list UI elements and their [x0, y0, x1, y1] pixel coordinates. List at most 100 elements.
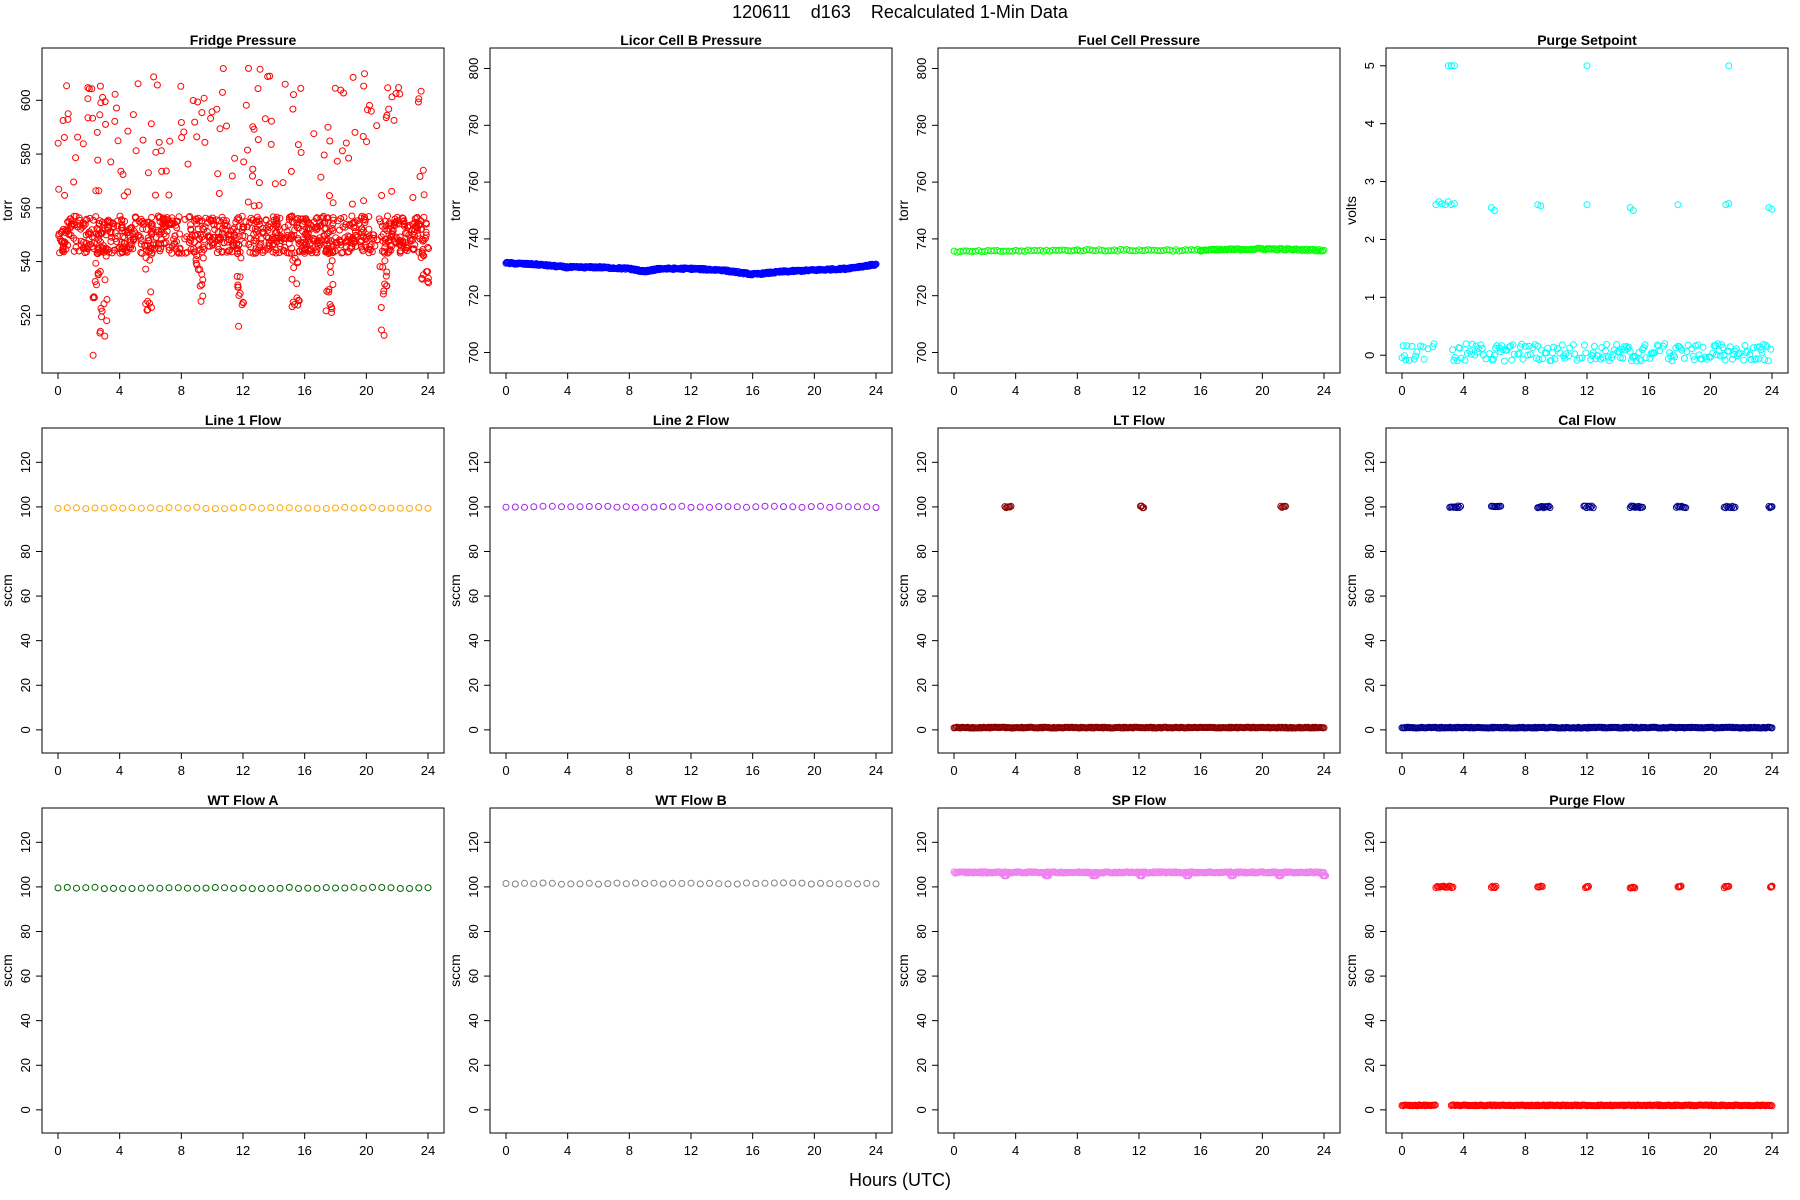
fridge-pressure-point: [289, 105, 297, 113]
fridge-pressure-point: [200, 94, 208, 102]
fridge-pressure-point: [214, 236, 222, 244]
purge-setpoint-point: [1535, 356, 1543, 363]
fridge-pressure-point: [358, 245, 366, 253]
fridge-pressure-point: [107, 158, 115, 166]
licor-cell-b-pressure-xtick-label: 24: [869, 383, 883, 398]
purge-setpoint-point: [1468, 340, 1476, 348]
purge-setpoint-point: [1508, 356, 1516, 364]
sp-flow-ytick-label: 60: [914, 969, 929, 983]
fridge-pressure-point: [380, 287, 388, 295]
fridge-pressure-point: [235, 322, 243, 330]
line-1-flow-ytick-label: 20: [18, 678, 33, 692]
licor-cell-b-pressure-ytick-label: 720: [466, 285, 481, 307]
fridge-pressure-point: [317, 173, 325, 181]
fridge-pressure-point: [373, 122, 381, 130]
fridge-pressure-point: [82, 231, 90, 239]
fuel-cell-pressure-xtick-label: 8: [1074, 383, 1081, 398]
purge-setpoint-point: [1699, 343, 1707, 351]
purge-setpoint-point: [1764, 357, 1772, 365]
fridge-pressure-panel: Fridge Pressure torr 0 4 8 12 16 20 24 520 540 560 5…: [0, 32, 445, 398]
cal-flow-point: [1639, 503, 1646, 511]
line-2-flow-point: [715, 503, 723, 511]
purge-flow-xtick-label: 16: [1641, 1143, 1655, 1158]
lt-flow-xtick-label: 20: [1255, 763, 1269, 778]
fridge-pressure-point: [241, 239, 248, 247]
fridge-pressure-point: [388, 187, 396, 195]
fridge-pressure-point: [250, 237, 258, 244]
fridge-pressure-point: [102, 252, 110, 260]
fridge-pressure-point: [103, 296, 111, 303]
sp-flow-point: [1185, 872, 1193, 880]
fridge-pressure-point: [362, 241, 370, 249]
fridge-pressure-point: [107, 228, 115, 236]
purge-setpoint-point: [1719, 344, 1727, 352]
line-1-flow-point: [174, 504, 182, 512]
fridge-pressure-point: [100, 300, 108, 308]
line-1-flow-point: [193, 503, 201, 511]
purge-setpoint-point: [1521, 342, 1529, 350]
line-2-flow-point: [558, 503, 565, 511]
fridge-pressure-point: [319, 214, 327, 222]
fridge-pressure-point: [338, 147, 346, 155]
purge-setpoint-point: [1403, 342, 1411, 350]
fridge-pressure-point: [89, 114, 97, 122]
fridge-pressure-point: [329, 227, 337, 235]
fridge-pressure-point: [145, 248, 153, 256]
fridge-pressure-point: [92, 259, 100, 267]
fridge-pressure-point: [148, 249, 156, 257]
fridge-pressure-point: [332, 234, 340, 242]
lt-flow-ytick-label: 0: [914, 726, 929, 733]
fridge-pressure-point: [396, 90, 404, 98]
line-2-flow-point: [632, 503, 639, 511]
fridge-pressure-point: [139, 136, 147, 144]
line-1-flow-xtick-label: 16: [297, 763, 311, 778]
fridge-pressure-point: [194, 98, 202, 106]
fridge-pressure-point: [56, 249, 64, 257]
fridge-pressure-point: [287, 232, 295, 240]
fridge-pressure-point: [199, 276, 207, 284]
fridge-pressure-xtick-label: 0: [54, 383, 61, 398]
lt-flow-xtick-label: 16: [1193, 763, 1207, 778]
line-2-flow-point: [567, 503, 575, 511]
purge-setpoint-point: [1683, 348, 1691, 356]
fridge-pressure-point: [272, 249, 280, 257]
fridge-pressure-point: [245, 64, 252, 72]
wt-flow-b-frame: [489, 807, 893, 1134]
wt-flow-b-ytick-label: 80: [466, 924, 481, 938]
purge-setpoint-point: [1746, 351, 1754, 359]
fridge-pressure-point: [95, 226, 103, 234]
line-2-flow-xtick-label: 0: [502, 763, 509, 778]
purge-setpoint-point: [1518, 340, 1526, 348]
fuel-cell-pressure-frame: [937, 47, 1341, 374]
cal-flow-ytick-label: 80: [1362, 544, 1377, 558]
fridge-pressure-point: [104, 227, 112, 234]
wt-flow-b-point: [844, 880, 852, 888]
wt-flow-a-point: [202, 884, 210, 892]
fridge-pressure-point: [273, 222, 280, 230]
fridge-pressure-point: [187, 237, 195, 245]
fridge-pressure-point: [239, 298, 247, 306]
purge-flow-ytick-label: 0: [1362, 1106, 1377, 1113]
fridge-pressure-point: [254, 136, 262, 144]
fridge-pressure-point: [397, 247, 405, 255]
fridge-pressure-point: [422, 228, 430, 236]
lt-flow-point: [1006, 503, 1014, 511]
wt-flow-b-point: [669, 879, 676, 887]
fridge-pressure-point: [419, 246, 427, 253]
purge-setpoint-point: [1613, 341, 1621, 348]
purge-flow-xtick-label: 24: [1765, 1143, 1779, 1158]
fridge-pressure-point: [349, 73, 357, 81]
sp-flow-point: [1002, 872, 1010, 880]
purge-setpoint-point: [1583, 62, 1591, 70]
fridge-pressure-point: [361, 219, 369, 226]
purge-setpoint-point: [1725, 62, 1733, 70]
fridge-pressure-point: [193, 252, 201, 259]
purge-setpoint-point: [1720, 351, 1728, 359]
wt-flow-a-point: [128, 885, 136, 892]
wt-flow-b-xtick-label: 12: [684, 1143, 698, 1158]
purge-setpoint-point: [1666, 349, 1674, 357]
purge-setpoint-point: [1620, 343, 1628, 351]
fridge-pressure-point: [361, 70, 368, 78]
purge-setpoint-point: [1550, 343, 1558, 351]
cal-flow-xtick-label: 8: [1522, 763, 1529, 778]
